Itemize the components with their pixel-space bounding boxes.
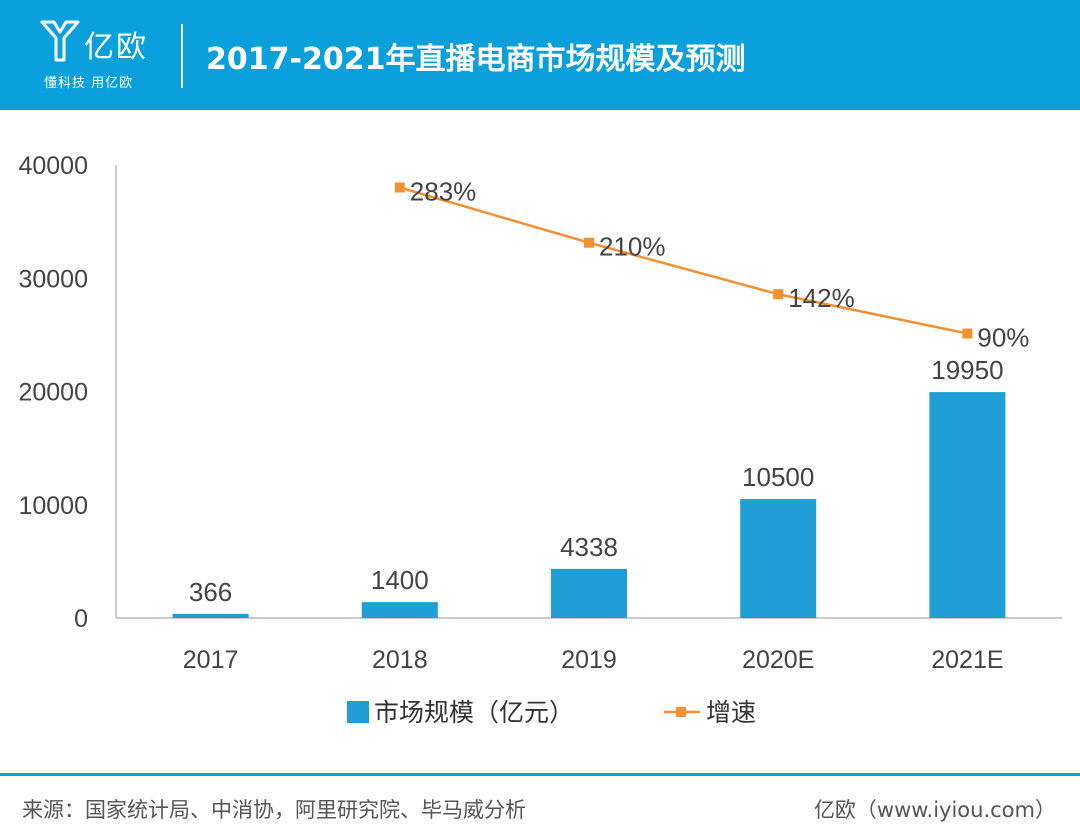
growth-point — [962, 328, 973, 339]
x-tick-label: 2017 — [183, 646, 239, 674]
y-tick-label: 10000 — [18, 492, 88, 520]
bar-value-label: 1400 — [371, 565, 429, 595]
growth-point — [584, 237, 594, 248]
y-tick-label: 0 — [74, 605, 88, 633]
legend-line-label: 增速 — [706, 698, 756, 727]
bar-value-label: 4338 — [560, 532, 618, 562]
chart: 0 10000 20000 30000 40000 2017 2018 2019 2020E 20… — [18, 152, 1062, 727]
x-tick-label: 2018 — [372, 646, 428, 674]
bar — [929, 392, 1006, 618]
bar-value-label: 10500 — [742, 462, 814, 492]
growth-value-label: 283% — [410, 177, 477, 207]
growth-line — [399, 186, 968, 335]
bar — [551, 568, 627, 618]
growth-value-label: 90% — [977, 323, 1029, 353]
growth-point — [773, 289, 784, 300]
logo-icon — [40, 20, 80, 62]
growth-point — [394, 182, 405, 193]
header-divider — [181, 24, 183, 88]
page-title: 2017-2021年直播电商市场规模及预测 — [206, 42, 746, 77]
x-tick-label: 2021E — [931, 646, 1003, 674]
logo-text: 亿欧 — [84, 30, 148, 65]
growth-value-label: 210% — [599, 232, 666, 262]
bar-value-label: 366 — [189, 577, 232, 607]
header-banner: 亿欧 懂科技 用亿欧 2017-2021年直播电商市场规模及预测 — [0, 0, 1080, 110]
legend-bar-swatch — [347, 701, 369, 723]
bar — [740, 499, 817, 618]
bar — [361, 602, 438, 618]
footer-divider — [0, 773, 1080, 776]
bar — [172, 613, 249, 618]
logo-slogan: 懂科技 用亿欧 — [44, 76, 134, 91]
brand-credit: 亿欧（www.iyiou.com） — [813, 798, 1056, 822]
x-tick-label: 2020E — [742, 646, 814, 674]
x-tick-label: 2019 — [561, 646, 617, 674]
legend-line-marker — [676, 707, 686, 717]
y-tick-label: 30000 — [18, 265, 88, 293]
bar-value-label: 19950 — [931, 355, 1003, 385]
growth-value-label: 142% — [788, 283, 855, 313]
y-tick-label: 20000 — [18, 379, 88, 407]
y-tick-label: 40000 — [18, 152, 88, 180]
source-note: 来源：国家统计局、中消协，阿里研究院、毕马威分析 — [22, 798, 526, 822]
legend-bar-label: 市场规模（亿元） — [374, 698, 574, 727]
logo: 亿欧 懂科技 用亿欧 — [40, 18, 170, 93]
